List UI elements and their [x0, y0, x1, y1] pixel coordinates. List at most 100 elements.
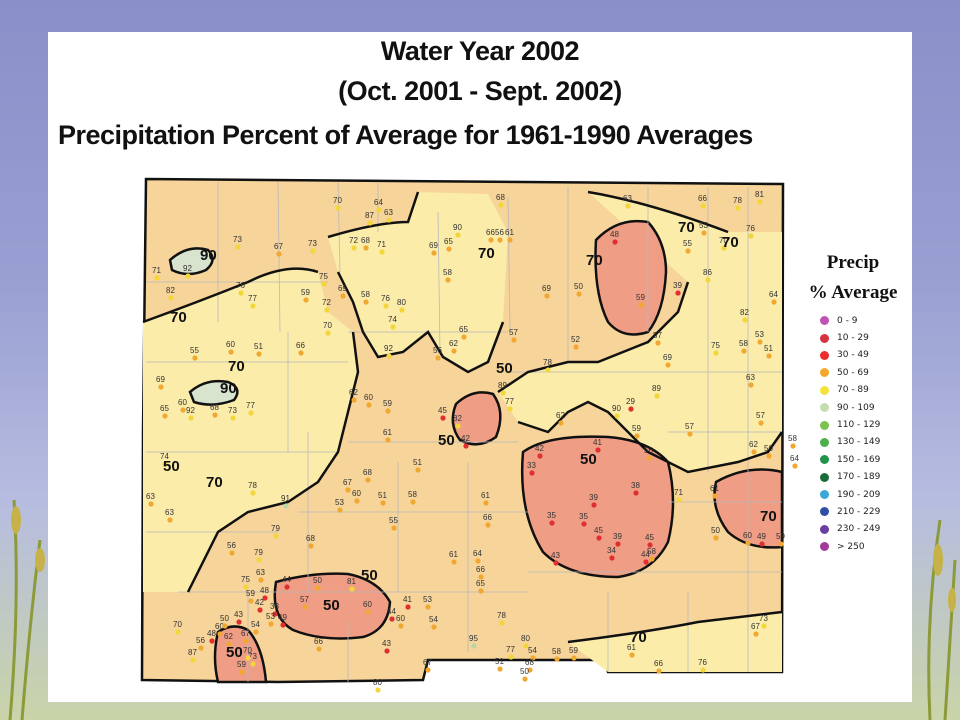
contour-value-label: 90 [220, 380, 237, 397]
contour-line [142, 267, 319, 324]
station-value-label: 91 [281, 494, 290, 503]
station-marker [498, 202, 504, 208]
station-marker [451, 559, 457, 565]
station-marker [253, 629, 259, 635]
station-value-label: 45 [645, 533, 654, 542]
station-marker [386, 353, 392, 359]
station-marker [741, 348, 747, 354]
station-value-label: 54 [251, 620, 260, 629]
station-value-label: 86 [703, 268, 712, 277]
legend-item: 70 - 89 [820, 382, 910, 399]
station-marker [148, 501, 154, 507]
station-value-label: 79 [254, 548, 263, 557]
station-value-label: 70 [173, 620, 182, 629]
station-value-label: 60 [364, 393, 373, 402]
station-value-label: 44 [387, 607, 396, 616]
station-value-label: 82 [740, 308, 749, 317]
station-value-label: 52 [571, 335, 580, 344]
station-marker [354, 498, 360, 504]
station-marker [595, 447, 601, 453]
station-marker [367, 220, 373, 226]
station-marker [757, 199, 763, 205]
station-marker [497, 666, 503, 672]
station-value-label: 63 [746, 373, 755, 382]
station-marker [431, 250, 437, 256]
station-marker [766, 353, 772, 359]
station-marker [262, 595, 268, 601]
legend-label: 0 - 9 [837, 315, 858, 326]
station-marker [229, 550, 235, 556]
legend-label: 130 - 149 [837, 437, 881, 448]
station-marker [351, 397, 357, 403]
station-marker [485, 522, 491, 528]
station-marker [735, 205, 741, 211]
station-marker [243, 638, 249, 644]
station-value-label: 51 [254, 342, 263, 351]
station-value-label: 56 [495, 228, 504, 237]
contour-value-label: 50 [323, 597, 340, 614]
station-marker [284, 584, 290, 590]
legend-item: 90 - 109 [820, 399, 910, 416]
station-marker [154, 275, 160, 281]
station-value-label: 82 [453, 414, 462, 423]
station-value-label: 65 [476, 579, 485, 588]
station-marker [530, 655, 536, 661]
station-marker [753, 631, 759, 637]
station-value-label: 50 [520, 667, 529, 676]
station-value-label: 50 [313, 576, 322, 585]
legend-item: 30 - 49 [820, 347, 910, 364]
legend-item: 50 - 69 [820, 364, 910, 381]
station-marker [335, 205, 341, 211]
station-value-label: 64 [769, 290, 778, 299]
station-marker [325, 330, 331, 336]
station-value-label: 78 [543, 358, 552, 367]
station-marker [745, 540, 751, 546]
station-value-label: 67 [274, 242, 283, 251]
station-marker [615, 541, 621, 547]
station-marker [363, 245, 369, 251]
station-marker [478, 574, 484, 580]
station-marker [245, 655, 251, 661]
station-value-label: 60 [396, 614, 405, 623]
station-marker [280, 622, 286, 628]
station-marker [676, 497, 682, 503]
station-value-label: 57 [653, 331, 662, 340]
region-30-49-south [273, 572, 392, 640]
station-value-label: 73 [233, 235, 242, 244]
station-value-label: 77 [246, 401, 255, 410]
station-value-label: 64 [473, 549, 482, 558]
legend-swatch [820, 437, 829, 447]
station-marker [217, 631, 223, 637]
station-value-label: 87 [188, 648, 197, 657]
station-value-label: 63 [165, 508, 174, 517]
station-value-label: 61 [710, 484, 719, 493]
station-value-label: 68 [210, 403, 219, 412]
station-marker [248, 410, 254, 416]
station-value-label: 48 [260, 586, 269, 595]
station-marker [700, 667, 706, 673]
station-value-label: 81 [347, 577, 356, 586]
legend-swatch [820, 333, 829, 343]
station-marker [445, 277, 451, 283]
station-value-label: 55 [683, 239, 692, 248]
station-marker [790, 443, 796, 449]
station-marker [256, 557, 262, 563]
station-value-label: 43 [382, 639, 391, 648]
station-value-label: 69 [663, 353, 672, 362]
station-value-label: 77 [505, 397, 514, 406]
station-value-label: 62 [224, 632, 233, 641]
station-value-label: 35 [547, 511, 556, 520]
station-value-label: 87 [365, 211, 374, 220]
station-value-label: 75 [241, 575, 250, 584]
legend-label: 50 - 69 [837, 367, 869, 378]
station-value-label: 70 [243, 646, 252, 655]
slide-panel: Water Year 2002 (Oct. 2001 - Sept. 2002)… [48, 32, 912, 702]
station-value-label: 68 [306, 534, 315, 543]
station-marker [446, 246, 452, 252]
legend-label: 210 - 229 [837, 506, 881, 517]
station-marker [380, 500, 386, 506]
station-marker [649, 556, 655, 562]
